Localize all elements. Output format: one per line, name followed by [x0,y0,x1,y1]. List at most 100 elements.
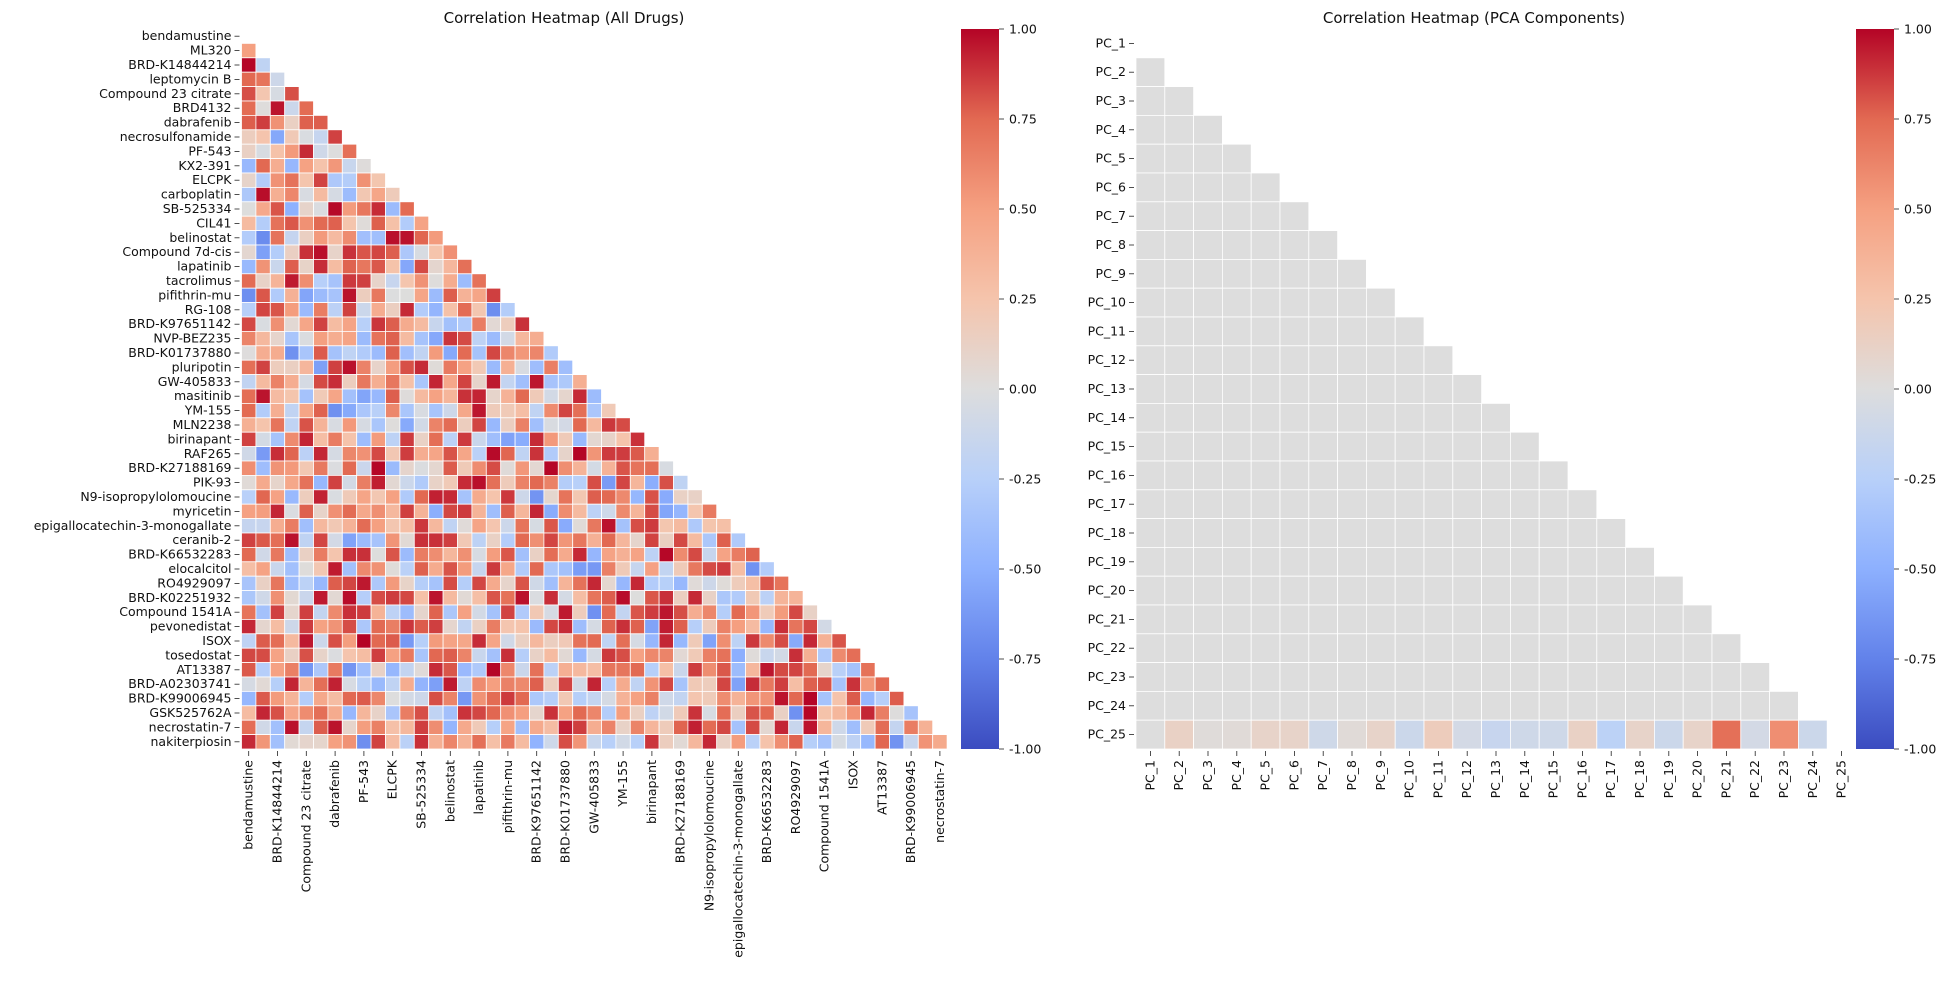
heatmap-1-cell [716,705,732,721]
heatmap-2-cell [1481,719,1511,750]
heatmap-1-cell [673,489,689,505]
heatmap-2-cell [1682,719,1713,750]
heatmap-2-cell [1394,460,1425,491]
heatmap-1-cell [341,604,358,620]
heatmap-1-cell [773,575,790,592]
heatmap-1-cell [543,719,559,736]
heatmap-1-cell [543,604,559,620]
heatmap-1-cell [442,330,458,347]
heatmap-1-x-tick-label: epigallocatechin-3-monogallate [730,760,745,958]
heatmap-1-cell [428,575,444,592]
heatmap-1-x-tick-label: dabrafenib [327,760,342,828]
heatmap-1-cell [601,676,617,692]
heatmap-1-x-tick-label: PF-543 [356,760,371,803]
heatmap-1-cell [356,388,372,404]
heatmap-1-cell [241,719,257,736]
heatmap-2-cell [1366,518,1396,548]
heatmap-1-cell [673,719,689,736]
heatmap-2-cell [1366,402,1396,433]
heatmap-1-cell [658,561,674,577]
heatmap-2-cell [1135,172,1166,203]
heatmap-1-cell [442,302,458,318]
heatmap-1-cell [255,532,271,548]
heatmap-1-cell [385,374,401,390]
heatmap-1-cell [284,489,300,505]
heatmap-1-x-tick-label: pifithrin-mu [500,760,515,833]
heatmap-1-cell [298,115,314,131]
heatmap-2-x-tick-label: PC_13 [1488,760,1503,798]
heatmap-1-cell [269,158,286,174]
heatmap-1-cell [500,474,516,491]
heatmap-1-cell [514,417,530,433]
heatmap-1-cell [327,374,343,390]
heatmap-2-cell [1567,547,1598,577]
heatmap-1-cell [514,503,530,520]
heatmap-1-cell [500,402,516,419]
heatmap-1-cell [615,604,631,620]
heatmap-2-x-tick-label: PC_9 [1373,760,1388,791]
heatmap-1-cell [269,201,286,217]
heatmap-2-y-tick-label: PC_18 [1088,525,1126,540]
heatmap-1-cell [298,575,314,592]
heatmap-1-cell [241,345,257,361]
heatmap-1-cell [313,691,329,707]
heatmap-1-cell [341,561,358,577]
heatmap-1-cell [269,143,286,159]
heatmap-1-cell [557,402,574,419]
colorbar-tick-label: -1.00 [1009,742,1041,757]
heatmap-2-cell [1250,662,1281,692]
heatmap-1-cell [889,719,905,736]
heatmap-1-cell [529,532,545,548]
colorbar-tick-label: -0.75 [1904,652,1936,667]
heatmap-1-cell [759,619,775,635]
heatmap-1-y-tick-label: Compound 1541A [119,604,232,619]
heatmap-1-cell [442,705,458,721]
heatmap-1-cell [399,489,415,505]
heatmap-1-cell [457,417,473,433]
colorbar-tick-label: 0.50 [1009,202,1037,217]
heatmap-1-cell [572,460,588,476]
heatmap-2-y-tick-label: PC_8 [1096,237,1127,252]
heatmap-1-cell [572,734,588,750]
heatmap-1-cell [500,575,516,592]
heatmap-1-cell [399,417,415,433]
heatmap-2-cell [1135,489,1166,519]
heatmap-1-cell [817,633,833,649]
heatmap-2-cell [1193,172,1223,203]
heatmap-2-x-tick-label: PC_1 [1142,760,1157,790]
heatmap-1-x-tick-label: bendamustine [241,760,256,850]
heatmap-1-cell [716,561,732,577]
heatmap-2-cell [1193,547,1223,577]
heatmap-1-cell [457,474,473,491]
heatmap-1-cell [356,662,372,678]
heatmap-1-cell [745,604,761,620]
heatmap-1-cell [442,258,458,275]
heatmap-2-cell [1164,489,1195,519]
heatmap-1-cell [241,503,257,520]
heatmap-1-cell [687,604,703,620]
heatmap-1-cell [255,186,271,203]
heatmap-2-cell [1222,287,1252,318]
heatmap-1-cell [428,619,444,635]
heatmap-1-cell [658,474,674,491]
heatmap-2-cell [1279,691,1310,721]
heatmap-1-cell [327,316,343,332]
heatmap-1-cell [298,158,314,174]
heatmap-1-y-tick-label: N9-isopropylolomoucine [80,489,231,504]
heatmap-1-cell [543,374,559,390]
heatmap-1-cell [788,633,804,649]
heatmap-2-cell [1394,518,1425,548]
heatmap-1-y-tick-label: lapatinib [177,259,231,274]
heatmap-1-y-tick-label: KX2-391 [178,158,231,173]
heatmap-1-cell [370,446,386,462]
heatmap-2-cell [1222,719,1252,750]
heatmap-2-cell [1423,633,1454,663]
heatmap-1-cell [500,590,516,606]
heatmap-1-x-tick-label: SB-525334 [414,760,429,829]
heatmap-1-cell [298,201,314,217]
heatmap-1-cell [284,244,300,260]
heatmap-1-cell [442,402,458,419]
heatmap-1-cell [313,186,329,203]
heatmap-1-cell [241,143,257,159]
heatmap-1-cell [385,287,401,304]
